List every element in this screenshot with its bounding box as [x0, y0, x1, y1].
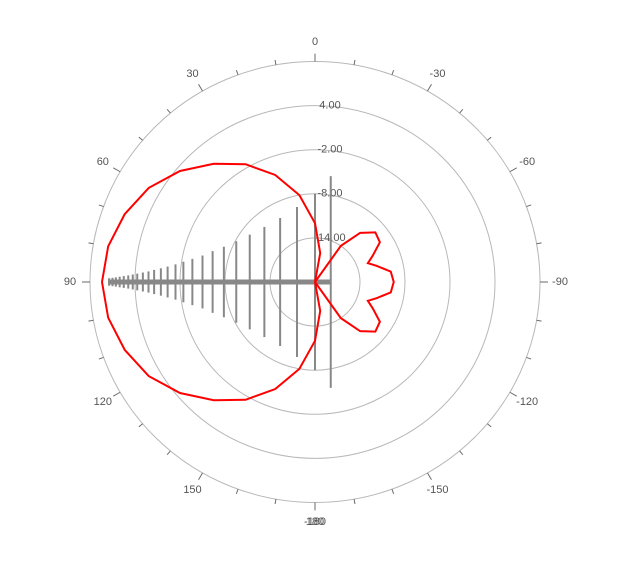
- angular-label: -120: [516, 396, 538, 408]
- radial-label: -2.00: [317, 144, 342, 156]
- angular-label: 0: [312, 36, 318, 48]
- angular-label: -150: [426, 484, 448, 496]
- angular-label: -90: [552, 276, 568, 288]
- polar-radiation-chart: 0306090120150180-30-60-90-120-150-180-14…: [0, 0, 630, 564]
- angular-label: -60: [519, 156, 535, 168]
- angular-label: 150: [183, 484, 201, 496]
- angular-label: -180: [304, 516, 326, 528]
- angular-label: 120: [94, 396, 112, 408]
- angular-label: -30: [430, 68, 446, 80]
- angular-label: 30: [186, 68, 198, 80]
- angular-label: 60: [97, 156, 109, 168]
- angular-label: 90: [64, 276, 76, 288]
- radial-label: 4.00: [319, 100, 340, 112]
